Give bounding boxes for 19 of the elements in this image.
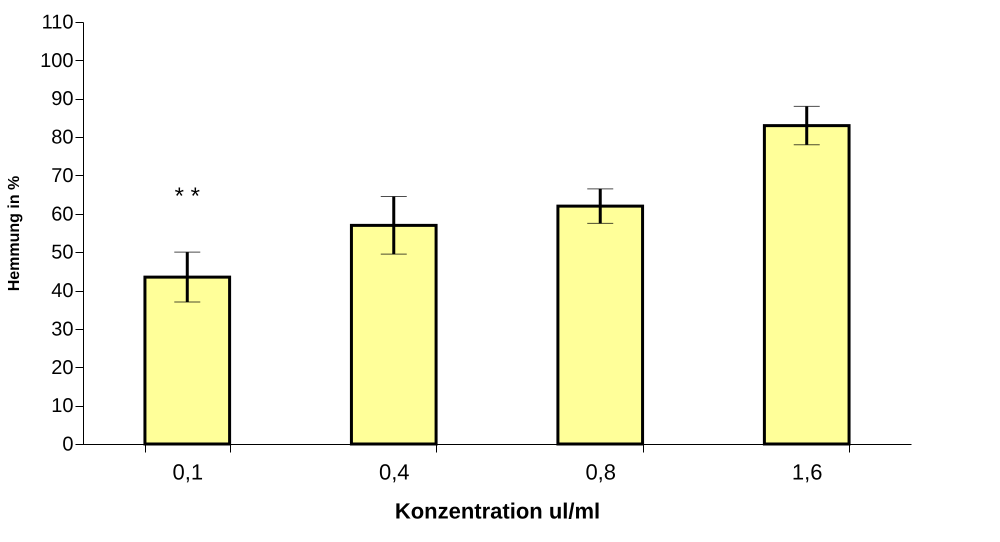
- y-tick-label: 70: [51, 164, 74, 187]
- x-tick-label: 0,8: [585, 460, 616, 484]
- y-tick-label: 50: [51, 242, 74, 264]
- x-tick-label: 0,4: [378, 460, 410, 484]
- annotation: * *: [174, 183, 200, 210]
- x-axis-title: Konzentration ul/ml: [394, 498, 600, 524]
- y-tick-label: 0: [62, 434, 74, 456]
- y-tick-label: 40: [51, 280, 74, 302]
- y-tick-label: 30: [51, 318, 74, 340]
- y-tick-label: 60: [51, 203, 74, 226]
- y-tick-label: 110: [42, 12, 74, 34]
- y-tick-label: 80: [51, 126, 74, 149]
- y-tick-label: 10: [51, 395, 74, 418]
- x-tick-label: 1,6: [792, 460, 823, 484]
- y-axis-title: Hemmung in %: [6, 176, 24, 292]
- x-tick-label: 0,1: [172, 460, 204, 484]
- y-tick-label: 90: [51, 88, 74, 110]
- y-tick-label: 100: [40, 50, 74, 72]
- y-tick-label: 20: [51, 356, 74, 379]
